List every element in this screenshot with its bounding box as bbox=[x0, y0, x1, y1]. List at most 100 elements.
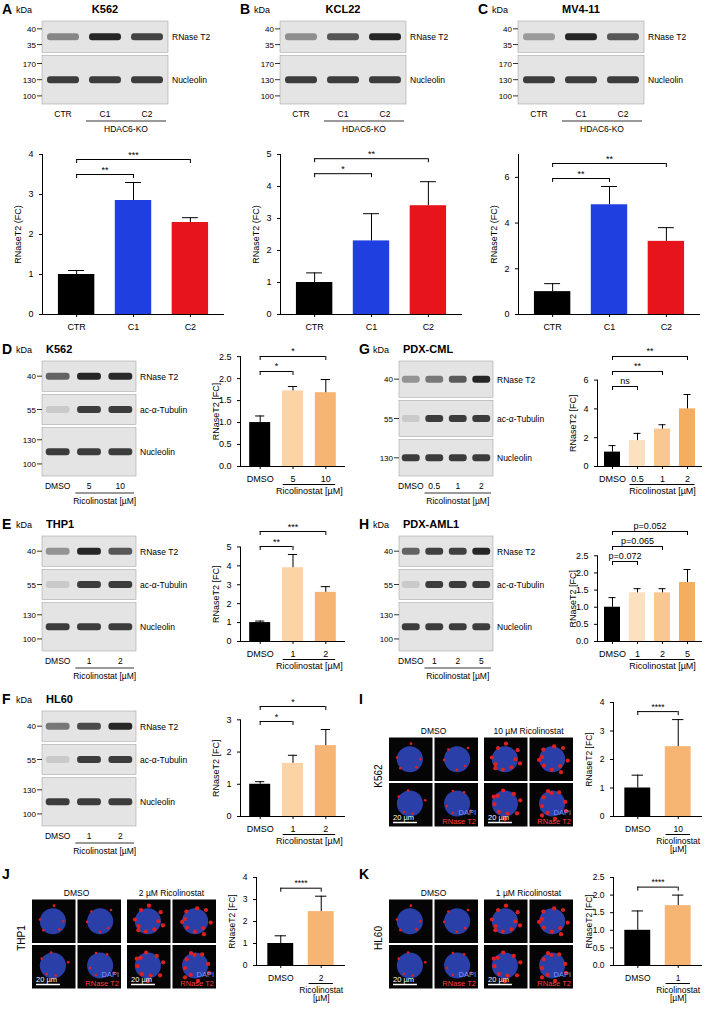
svg-text:kDa: kDa bbox=[373, 345, 389, 355]
svg-text:3: 3 bbox=[28, 189, 33, 199]
svg-text:2: 2 bbox=[479, 481, 484, 491]
svg-text:RNase T2: RNase T2 bbox=[648, 32, 686, 42]
svg-text:Nucleolin: Nucleolin bbox=[410, 75, 445, 85]
svg-text:C2: C2 bbox=[661, 322, 673, 332]
svg-text:RNase T2: RNase T2 bbox=[172, 32, 210, 42]
svg-text:1.0: 1.0 bbox=[593, 925, 605, 935]
svg-text:Ricolinostat [µM]: Ricolinostat [µM] bbox=[276, 661, 343, 671]
svg-text:2: 2 bbox=[600, 754, 605, 764]
svg-text:Nucleolin: Nucleolin bbox=[497, 622, 532, 632]
svg-text:RNase T2: RNase T2 bbox=[180, 979, 214, 988]
svg-text:RNaseT2 (FC): RNaseT2 (FC) bbox=[13, 205, 23, 264]
svg-text:****: **** bbox=[294, 878, 308, 888]
svg-text:1: 1 bbox=[243, 938, 248, 948]
svg-text:5: 5 bbox=[290, 474, 295, 484]
svg-text:kDa: kDa bbox=[373, 520, 389, 530]
svg-text:p=0.065: p=0.065 bbox=[621, 536, 654, 546]
svg-text:RNaseT2 (FC): RNaseT2 (FC) bbox=[489, 205, 499, 264]
svg-text:ac-α-Tubulin: ac-α-Tubulin bbox=[140, 755, 187, 765]
svg-text:Ricolinostat [µM]: Ricolinostat [µM] bbox=[73, 671, 136, 681]
svg-text:3: 3 bbox=[226, 715, 231, 725]
svg-text:20 µm: 20 µm bbox=[488, 975, 509, 984]
svg-text:C1: C1 bbox=[100, 109, 111, 119]
svg-text:kDa: kDa bbox=[16, 345, 32, 355]
svg-text:0.5: 0.5 bbox=[593, 943, 605, 953]
svg-text:0: 0 bbox=[243, 960, 248, 970]
svg-text:2: 2 bbox=[226, 599, 231, 609]
svg-text:HDAC6-KO: HDAC6-KO bbox=[342, 124, 386, 134]
svg-text:20 µm: 20 µm bbox=[36, 975, 57, 984]
svg-text:RNase T2: RNase T2 bbox=[497, 375, 535, 385]
svg-text:DMSO: DMSO bbox=[625, 973, 651, 983]
svg-text:DMSO: DMSO bbox=[247, 824, 274, 834]
svg-text:RNaseT2 [FC]: RNaseT2 [FC] bbox=[568, 395, 578, 453]
svg-text:10: 10 bbox=[673, 824, 683, 834]
svg-text:Nucleolin: Nucleolin bbox=[497, 453, 532, 463]
svg-text:4: 4 bbox=[266, 181, 271, 191]
svg-text:3: 3 bbox=[226, 580, 231, 590]
svg-text:1: 1 bbox=[676, 973, 681, 983]
svg-text:DMSO: DMSO bbox=[599, 474, 626, 484]
svg-text:DMSO: DMSO bbox=[398, 656, 424, 666]
svg-text:2: 2 bbox=[266, 245, 271, 255]
svg-text:20 µm: 20 µm bbox=[488, 813, 509, 822]
svg-text:4: 4 bbox=[28, 149, 33, 159]
svg-text:C2: C2 bbox=[185, 322, 197, 332]
svg-text:0.0: 0.0 bbox=[593, 960, 605, 970]
svg-text:ac-α-Tubulin: ac-α-Tubulin bbox=[140, 580, 187, 590]
svg-text:RNaseT2 [FC]: RNaseT2 [FC] bbox=[211, 739, 221, 797]
svg-text:0: 0 bbox=[583, 461, 588, 471]
svg-text:2: 2 bbox=[583, 433, 588, 443]
svg-text:2: 2 bbox=[118, 656, 123, 666]
svg-text:0: 0 bbox=[504, 309, 509, 319]
svg-text:Ricolinostat [µM]: Ricolinostat [µM] bbox=[276, 486, 343, 496]
svg-text:5: 5 bbox=[685, 649, 690, 659]
svg-text:5: 5 bbox=[87, 481, 92, 491]
svg-text:170: 170 bbox=[261, 60, 275, 69]
svg-text:C1: C1 bbox=[604, 322, 616, 332]
svg-text:2.5: 2.5 bbox=[219, 352, 232, 362]
svg-text:6: 6 bbox=[583, 375, 588, 385]
svg-text:DMSO: DMSO bbox=[45, 481, 71, 491]
svg-text:1: 1 bbox=[87, 656, 92, 666]
svg-text:1 µM Ricolinostat: 1 µM Ricolinostat bbox=[496, 888, 562, 898]
svg-text:100: 100 bbox=[380, 635, 394, 644]
svg-text:C2: C2 bbox=[423, 322, 435, 332]
svg-text:10: 10 bbox=[116, 481, 126, 491]
svg-text:CTR: CTR bbox=[292, 109, 309, 119]
svg-text:2: 2 bbox=[685, 474, 690, 484]
svg-text:40: 40 bbox=[384, 547, 393, 556]
svg-text:***: *** bbox=[288, 522, 299, 532]
svg-text:5: 5 bbox=[266, 149, 271, 159]
svg-text:ac-α-Tubulin: ac-α-Tubulin bbox=[497, 580, 544, 590]
svg-text:0.5: 0.5 bbox=[428, 481, 440, 491]
svg-text:**: ** bbox=[578, 169, 586, 179]
svg-text:CTR: CTR bbox=[530, 109, 547, 119]
svg-text:100: 100 bbox=[23, 460, 37, 469]
svg-text:C2: C2 bbox=[142, 109, 153, 119]
svg-text:C2: C2 bbox=[380, 109, 391, 119]
svg-text:*: * bbox=[275, 361, 279, 371]
svg-text:CTR: CTR bbox=[305, 322, 324, 332]
svg-text:130: 130 bbox=[23, 76, 37, 85]
svg-text:55: 55 bbox=[384, 415, 393, 424]
svg-text:100: 100 bbox=[261, 92, 275, 101]
svg-text:*: * bbox=[291, 346, 295, 356]
svg-text:35: 35 bbox=[503, 41, 512, 50]
svg-text:K562: K562 bbox=[46, 343, 72, 355]
svg-text:ac-α-Tubulin: ac-α-Tubulin bbox=[140, 405, 187, 415]
svg-text:RNaseT2 [FC]: RNaseT2 [FC] bbox=[211, 383, 221, 441]
svg-text:**: ** bbox=[606, 154, 614, 164]
svg-text:100: 100 bbox=[23, 635, 37, 644]
svg-text:0: 0 bbox=[600, 811, 605, 821]
svg-text:**: ** bbox=[273, 537, 281, 547]
svg-text:130: 130 bbox=[380, 611, 394, 620]
svg-text:35: 35 bbox=[27, 41, 36, 50]
svg-text:1: 1 bbox=[87, 831, 92, 841]
svg-text:DAPI: DAPI bbox=[553, 808, 571, 817]
svg-text:4: 4 bbox=[243, 872, 248, 882]
svg-text:kDa: kDa bbox=[16, 520, 32, 530]
svg-text:40: 40 bbox=[384, 375, 393, 384]
svg-text:55: 55 bbox=[27, 756, 36, 765]
svg-text:2: 2 bbox=[226, 747, 231, 757]
